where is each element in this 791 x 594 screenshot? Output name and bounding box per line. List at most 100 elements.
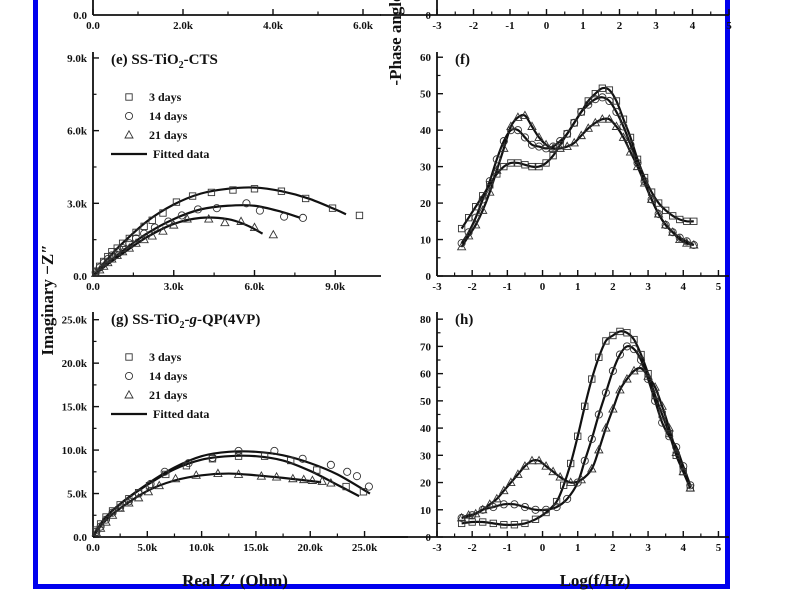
data-point-triangle	[492, 165, 502, 174]
x-tick-label: 3	[645, 281, 651, 293]
data-point-square	[493, 170, 501, 178]
data-point-triangle	[671, 447, 681, 457]
data-point-square	[556, 141, 564, 149]
y-tick-label: 60	[420, 369, 432, 381]
italic-part: g	[189, 312, 198, 328]
x-tick-label: -1	[503, 542, 512, 554]
panel-e	[92, 52, 381, 277]
panel-title-f: (f)	[455, 52, 470, 68]
data-point-triangle	[249, 222, 260, 231]
legend-marker-square	[125, 353, 133, 361]
data-point-circle	[665, 432, 674, 441]
data-point-triangle	[470, 508, 481, 518]
data-point-circle	[587, 434, 596, 444]
y-axis-title-right: -Phase angle	[386, 0, 405, 86]
panel-f	[436, 52, 729, 277]
data-point-square	[602, 337, 610, 345]
data-point-circle	[118, 244, 127, 253]
data-point-triangle	[555, 143, 565, 152]
data-point-triangle	[170, 473, 181, 483]
y-tick-label: 40	[420, 125, 432, 137]
data-point-square	[609, 331, 617, 340]
data-point-triangle	[124, 497, 134, 507]
data-point-square	[260, 452, 269, 460]
data-point-square	[542, 159, 550, 167]
title-part: -	[185, 312, 190, 328]
data-point-triangle	[636, 363, 646, 372]
data-point-circle	[208, 453, 217, 462]
panel-top-right-partial	[436, 0, 730, 16]
data-point-circle	[612, 107, 621, 116]
x-tick-label: 10.0k	[189, 542, 215, 554]
axes-layer	[92, 0, 730, 538]
data-point-square	[229, 186, 237, 194]
x-tick-label: -3	[432, 542, 442, 554]
data-point-triangle	[534, 455, 544, 465]
data-point-circle	[343, 467, 352, 476]
data-point-circle	[605, 96, 614, 106]
data-point-circle	[132, 234, 141, 243]
y-tick-label: 60	[420, 52, 432, 64]
data-point-triangle	[485, 499, 495, 508]
fit-line	[460, 113, 695, 248]
data-point-triangle	[520, 461, 530, 470]
data-point-triangle	[565, 477, 576, 486]
data-point-square	[457, 224, 466, 233]
x-tick-label: 0.0	[86, 20, 100, 32]
data-point-circle	[140, 229, 149, 238]
data-point-triangle	[667, 227, 678, 236]
data-point-triangle	[271, 471, 282, 481]
data-point-triangle	[689, 239, 699, 249]
legend-label: Fitted data	[153, 407, 209, 421]
data-point-square	[665, 429, 673, 438]
data-point-square	[96, 520, 105, 528]
data-point-triangle	[133, 492, 144, 502]
legend-marker-circle	[124, 371, 134, 381]
data-point-triangle	[101, 517, 111, 526]
x-tick-label: 5	[716, 281, 722, 293]
data-point-square	[472, 203, 480, 211]
y-tick-label: 50	[420, 396, 432, 408]
data-point-triangle	[527, 455, 537, 465]
data-point-triangle	[541, 461, 551, 470]
y-tick-label: 0	[426, 532, 432, 544]
y-tick-label: 70	[420, 341, 432, 353]
panel-title-g: (g) SS-TiO2-g-QP(4VP)	[111, 312, 260, 331]
data-point-triangle	[91, 527, 102, 537]
data-point-circle	[598, 93, 607, 102]
data-point-square	[301, 194, 310, 203]
data-point-triangle	[604, 114, 615, 123]
data-point-triangle	[256, 471, 267, 480]
data-point-triangle	[220, 217, 230, 227]
x-tick-label: 5.0k	[137, 542, 158, 554]
data-point-triangle	[548, 466, 558, 476]
data-point-triangle	[158, 226, 168, 235]
data-point-triangle	[288, 473, 298, 483]
data-point-triangle	[463, 510, 474, 519]
data-point-triangle	[191, 470, 201, 479]
x-tick-label: 3	[645, 542, 651, 554]
x-tick-label: 1	[575, 542, 581, 554]
data-point-triangle	[115, 503, 125, 512]
data-point-triangle	[233, 469, 244, 478]
data-point-circle	[542, 505, 551, 514]
subscript: 2	[180, 320, 185, 331]
x-tick-label: 3.0k	[164, 281, 185, 293]
data-point-triangle	[143, 486, 154, 496]
y-tick-label: 0	[426, 10, 432, 22]
title-part: (e) SS-TiO	[111, 52, 179, 68]
data-point-circle	[134, 489, 143, 498]
data-point-circle	[177, 211, 186, 220]
data-point-triangle	[513, 469, 523, 478]
data-point-triangle	[597, 114, 608, 123]
data-point-square	[640, 173, 649, 182]
data-point-circle	[615, 350, 624, 359]
panel-g	[92, 312, 408, 538]
data-point-circle	[520, 502, 530, 512]
data-point-circle	[270, 446, 279, 455]
data-point-triangle	[506, 121, 516, 130]
data-point-triangle	[643, 371, 653, 380]
x-tick-label: 5	[726, 20, 732, 32]
data-point-circle	[364, 482, 373, 491]
data-point-triangle	[629, 365, 639, 375]
